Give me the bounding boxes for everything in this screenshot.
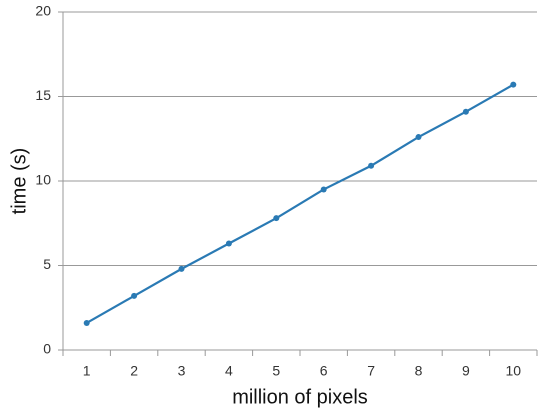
x-tick-label: 6 <box>320 363 328 379</box>
data-point <box>368 162 375 169</box>
data-point <box>510 81 517 88</box>
x-tick-label: 10 <box>506 363 522 379</box>
x-tick-label: 1 <box>83 363 91 379</box>
x-tick-label: 3 <box>178 363 186 379</box>
x-tick-label: 7 <box>367 363 375 379</box>
data-point <box>131 292 138 299</box>
x-tick-label: 9 <box>462 363 470 379</box>
data-point <box>273 215 280 222</box>
data-point <box>320 186 327 193</box>
data-point <box>462 108 469 115</box>
y-tick-label: 0 <box>43 341 51 357</box>
data-point <box>83 319 90 326</box>
data-point <box>225 240 232 247</box>
data-point <box>415 134 422 141</box>
y-axis-title: time (s) <box>8 148 30 215</box>
y-tick-label: 5 <box>43 256 51 272</box>
data-point <box>178 265 185 272</box>
y-tick-label: 15 <box>35 87 51 103</box>
x-axis-title: million of pixels <box>232 386 368 408</box>
y-tick-label: 20 <box>35 3 51 19</box>
y-tick-label: 10 <box>35 172 51 188</box>
series-line <box>86 83 514 324</box>
x-tick-label: 8 <box>415 363 423 379</box>
x-tick-label: 4 <box>225 363 233 379</box>
x-tick-label: 2 <box>130 363 138 379</box>
x-tick-label: 5 <box>272 363 280 379</box>
